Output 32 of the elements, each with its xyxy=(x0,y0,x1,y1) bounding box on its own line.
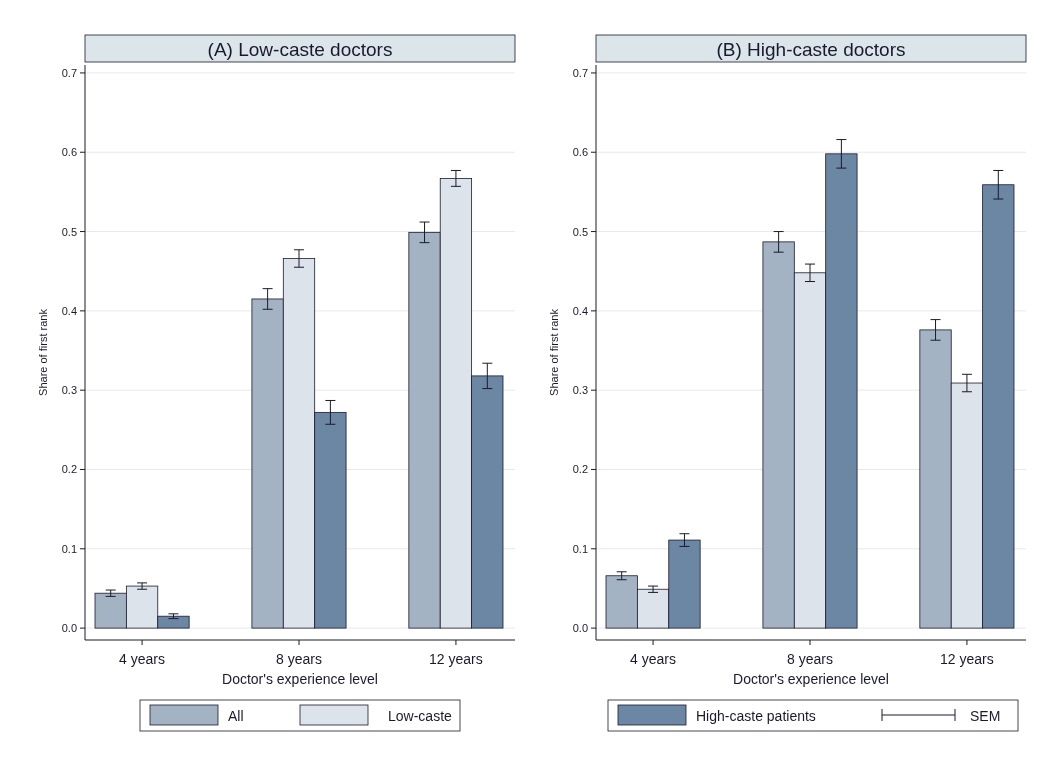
y-tick-label: 0.1 xyxy=(572,542,588,555)
y-tick-label: 0.5 xyxy=(572,225,588,238)
y-tick-label: 0.0 xyxy=(572,622,588,635)
y-tick-label: 0.4 xyxy=(61,304,77,317)
y-tick-label: 0.2 xyxy=(61,463,77,476)
chart-title: (B) High-caste doctors xyxy=(716,39,906,60)
x-tick-label: 4 years xyxy=(630,651,677,667)
y-tick-label: 0.2 xyxy=(572,463,588,476)
y-tick-label: 0.5 xyxy=(61,225,77,238)
x-axis-title: Doctor's experience level xyxy=(733,671,889,687)
text: SEM xyxy=(970,708,1001,724)
x-tick-label: 8 years xyxy=(276,651,322,667)
x-tick-label: 12 years xyxy=(940,651,994,667)
y-tick-label: 0.1 xyxy=(61,542,77,555)
x-tick-label: 8 years xyxy=(787,651,833,667)
y-axis-title: Share of first rank xyxy=(37,308,49,396)
x-tick-label: 12 years xyxy=(429,651,483,667)
x-tick-label: 4 years xyxy=(119,651,166,667)
y-tick-label: 0.6 xyxy=(61,146,77,159)
chart-title: (A) Low-caste doctors xyxy=(207,39,393,60)
legend-label: All xyxy=(228,708,244,724)
legend-label: Low-caste xyxy=(388,708,453,724)
y-tick-label: 0.6 xyxy=(572,146,588,159)
y-tick-label: 0.3 xyxy=(61,384,77,397)
y-tick-label: 0.0 xyxy=(61,622,77,635)
y-tick-label: 0.7 xyxy=(572,66,588,79)
y-tick-label: 0.3 xyxy=(572,384,588,397)
y-axis-title: Share of first rank xyxy=(548,308,560,396)
x-axis-title: Doctor's experience level xyxy=(222,671,378,687)
y-tick-label: 0.4 xyxy=(572,304,588,317)
y-tick-label: 0.7 xyxy=(61,66,77,79)
text: High-caste patients xyxy=(696,708,816,724)
